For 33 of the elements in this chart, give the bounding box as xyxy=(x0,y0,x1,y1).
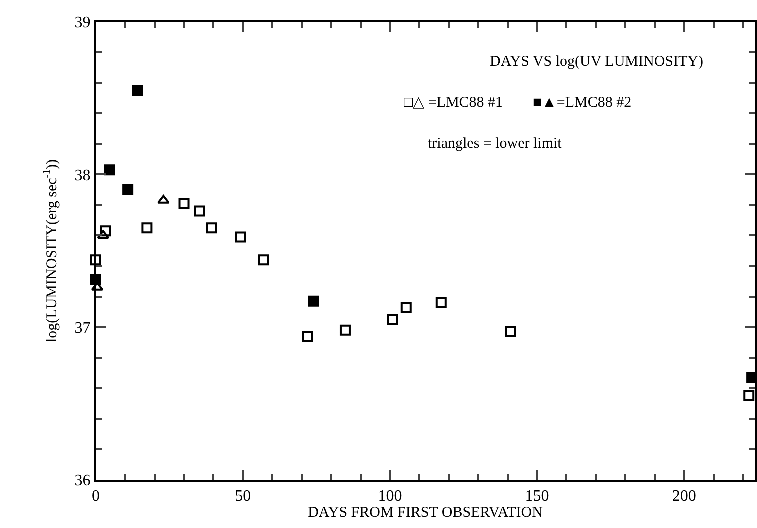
annotation: ■▲=LMC88 #2 xyxy=(533,95,632,111)
point xyxy=(235,232,246,243)
y-tick-label: 38 xyxy=(74,167,91,184)
x-tick-label: 100 xyxy=(378,488,402,506)
x-axis-title: DAYS FROM FIRST OBSERVATION xyxy=(308,505,544,522)
point xyxy=(206,222,218,234)
point xyxy=(142,222,153,234)
point xyxy=(132,85,144,96)
x-tick-label: 50 xyxy=(235,488,252,506)
x-tick-label: 150 xyxy=(525,488,550,506)
annotation: triangles = lower limit xyxy=(428,136,563,152)
point xyxy=(258,254,270,266)
x-tick-label: 200 xyxy=(672,488,696,506)
point xyxy=(100,226,112,237)
y-tick-label: 37 xyxy=(74,320,91,337)
annotation: □△ =LMC88 #1 xyxy=(404,95,504,111)
point xyxy=(302,330,314,342)
y-tick-label: 36 xyxy=(74,472,91,490)
x-tick-label: 0 xyxy=(92,488,100,506)
point xyxy=(400,302,412,313)
y-tick-label: 39 xyxy=(74,14,91,32)
point xyxy=(122,184,134,196)
point xyxy=(104,164,116,176)
point xyxy=(505,326,516,338)
point xyxy=(436,297,447,308)
text: DAYS VS log(UV LUMINOSITY) xyxy=(490,54,704,70)
point xyxy=(90,254,102,266)
point xyxy=(387,314,398,326)
point xyxy=(340,324,351,336)
point xyxy=(194,206,206,217)
point xyxy=(308,296,320,307)
point xyxy=(744,390,755,402)
point xyxy=(178,198,190,210)
